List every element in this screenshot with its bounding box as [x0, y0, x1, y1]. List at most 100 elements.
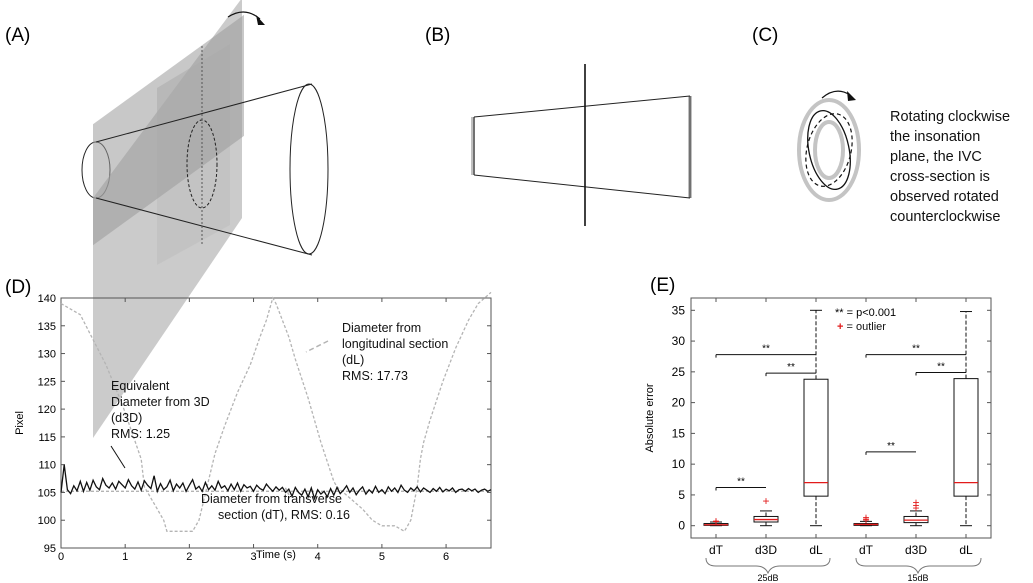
- outlier-marker: +: [762, 494, 769, 508]
- group-label-15db: 15dB: [907, 573, 928, 583]
- x-tick-label: 2: [186, 551, 192, 563]
- significance-label: **: [887, 441, 895, 452]
- annotation-dl-line-4: RMS: 17.73: [342, 369, 408, 383]
- outlier-marker: +: [862, 513, 869, 527]
- significance-label: **: [762, 344, 770, 355]
- x-tick-label: 0: [58, 551, 64, 563]
- box-iqr: [803, 378, 829, 497]
- outlier-marker: +: [862, 511, 869, 525]
- annotation-d3d-line-3: (d3D): [111, 411, 142, 425]
- y-tick-label: 105: [38, 487, 56, 499]
- annotation-d3d: Equivalent Diameter from 3D (d3D) RMS: 1…: [111, 379, 213, 441]
- transverse-plane: [93, 14, 244, 246]
- y-tick-label: 120: [38, 404, 56, 416]
- rotate-arrowhead-c: [847, 91, 856, 101]
- inner-ring: [813, 120, 845, 180]
- plot-frame-e: [690, 297, 992, 539]
- taper-bottom-edge: [473, 174, 691, 199]
- outlier-marker: +: [912, 498, 919, 512]
- annotation-d3d-line-2: Diameter from 3D: [111, 395, 210, 409]
- outlier-marker: +: [912, 501, 919, 515]
- caption-line-6: counterclockwise: [890, 209, 1000, 225]
- annotation-dt: Diameter from transverse section (dT), R…: [201, 492, 350, 522]
- cross-section-dashed-c: [805, 113, 853, 187]
- outlier-marker: +: [712, 514, 719, 528]
- x-tick-label: 3: [250, 551, 256, 563]
- cross-section-solid: [807, 110, 851, 190]
- series-line-d3D: [60, 464, 492, 501]
- panel-c-caption: Rotating clockwise the insonation plane,…: [890, 109, 1014, 225]
- significance-label: **: [937, 361, 945, 372]
- panel-c-label: (C): [752, 25, 778, 46]
- y-tick-label: 10: [672, 457, 686, 471]
- panel-a-illustration: [81, 0, 329, 438]
- y-tick-label: 130: [38, 349, 56, 361]
- annotation-dl-line-1: Diameter from: [342, 321, 421, 335]
- y-tick-label: 110: [38, 460, 56, 472]
- panel-e-label: (E): [650, 275, 675, 296]
- caption-line-1: Rotating clockwise: [890, 109, 1010, 125]
- group-brace-15db: [855, 557, 982, 575]
- x-tick-label: d3D: [905, 543, 927, 557]
- x-tick-label: 5: [379, 551, 385, 563]
- caption-line-5: observed rotated: [890, 189, 999, 205]
- cone-bottom-edge: [95, 197, 313, 256]
- y-tick-label: 125: [38, 376, 56, 388]
- y-tick-label: 35: [672, 303, 686, 317]
- annotation-dl-line-3: (dL): [342, 353, 364, 367]
- y-tick-label: 20: [672, 396, 686, 410]
- cone-top-edge: [95, 83, 313, 143]
- legend-outlier: + = outlier: [837, 321, 886, 333]
- annotation-dl-line-2: longitudinal section: [342, 337, 448, 351]
- x-tick-label: 4: [315, 551, 321, 563]
- caption-line-4: cross-section is: [890, 169, 990, 185]
- y-tick-label: 115: [38, 432, 56, 444]
- significance-label: **: [737, 477, 745, 488]
- cylinder-right-end: [289, 83, 329, 255]
- y-tick-label: 140: [38, 293, 56, 305]
- y-tick-label: 25: [672, 365, 686, 379]
- plot-frame-d: [60, 297, 492, 549]
- y-tick-label: 0: [678, 519, 685, 533]
- y-tick-label: 15: [672, 426, 686, 440]
- caption-line-2: the insonation: [890, 129, 980, 145]
- group-brace-25db: [705, 557, 831, 575]
- annotation-d3d-pointer: [110, 445, 126, 469]
- annotation-d3d-line-1: Equivalent: [111, 379, 170, 393]
- annotation-dl: Diameter from longitudinal section (dL) …: [342, 321, 452, 383]
- y-axis-label-e: Absolute error: [644, 383, 656, 452]
- x-tick-label: d3D: [755, 543, 777, 557]
- annotation-dt-line-2: section (dT), RMS: 0.16: [218, 508, 350, 522]
- caption-line-3: plane, the IVC: [890, 149, 982, 165]
- y-tick-label: 100: [38, 515, 56, 527]
- panel-a-label: (A): [5, 25, 30, 46]
- y-tick-label: 135: [38, 321, 56, 333]
- legend-outlier-text: = outlier: [843, 321, 886, 333]
- annotation-dt-pointer: [284, 486, 290, 496]
- y-axis-label-d: Pixel: [14, 411, 26, 435]
- outlier-marker: +: [862, 512, 869, 526]
- significance-label: **: [912, 344, 920, 355]
- panel-d-label: (D): [5, 277, 31, 298]
- outlier-marker: +: [912, 495, 919, 509]
- group-label-25db: 25dB: [757, 573, 778, 583]
- annotation-dt-line-1: Diameter from transverse: [201, 492, 342, 506]
- x-tick-label: 1: [122, 551, 128, 563]
- box-iqr: [953, 378, 979, 497]
- x-tick-label: dL: [959, 543, 973, 557]
- y-tick-label: 5: [678, 488, 685, 502]
- significance-label: **: [787, 362, 795, 373]
- legend-significance: ** = p<0.001: [835, 307, 896, 319]
- legend-outlier-symbol: +: [837, 321, 843, 333]
- rotate-arrowhead: [256, 15, 265, 25]
- panel-c-illustration: Rotating clockwise the insonation plane,…: [797, 90, 1014, 225]
- y-tick-label: 95: [44, 543, 56, 555]
- rotate-arrow-c: [821, 90, 851, 99]
- annotation-dl-pointer: [305, 340, 329, 353]
- x-tick-label: dT: [709, 543, 724, 557]
- x-axis-label-d: Time (s): [256, 549, 296, 561]
- box-plot-chart: 0 5 10 15 20 25 30 35 dT d3D dL dT d3D dL Absolute e…: [644, 297, 992, 583]
- taper-top-edge: [473, 95, 691, 118]
- y-tick-label: 30: [672, 334, 686, 348]
